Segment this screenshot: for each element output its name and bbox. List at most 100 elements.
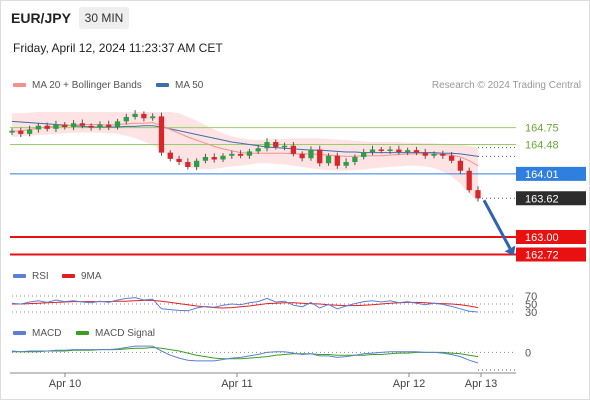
ma20-line xyxy=(11,122,479,167)
legend-rsi-label: RSI xyxy=(32,271,49,282)
candle-body xyxy=(88,125,94,128)
candle-body xyxy=(264,142,270,149)
candle-body xyxy=(132,113,138,117)
candle-body xyxy=(185,162,191,167)
credit-text: Research © 2024 Trading Central xyxy=(431,80,581,91)
legend-ma50-label: MA 50 xyxy=(175,80,204,91)
forecast-arrow-head xyxy=(504,245,516,256)
candle-body xyxy=(369,149,376,152)
level-label-162.72: 162.72 xyxy=(525,250,559,262)
candle-body xyxy=(53,124,59,129)
candle-body xyxy=(79,123,85,126)
candle-body xyxy=(246,151,253,156)
candle-body xyxy=(352,157,358,162)
x-tick-label: Apr 12 xyxy=(393,378,425,390)
candle-body xyxy=(97,124,103,128)
rsi-swatch xyxy=(13,274,26,279)
timeframe-badge[interactable]: 30 MIN xyxy=(79,7,129,29)
candle-body xyxy=(194,160,200,167)
rsi-line xyxy=(11,297,479,313)
symbol-title: EUR/JPY xyxy=(11,10,71,26)
candle-body xyxy=(431,153,437,156)
candle-body xyxy=(457,160,464,171)
candle-body xyxy=(317,149,323,164)
candle-body xyxy=(44,125,50,129)
candle-body xyxy=(290,145,296,154)
legend-ma20-label: MA 20 + Bollinger Bands xyxy=(32,80,142,91)
macd-signal-line xyxy=(12,346,479,360)
macd-swatch xyxy=(13,331,26,336)
candle-body xyxy=(62,124,68,127)
level-badge-163.00 xyxy=(516,230,586,244)
level-label-164.01: 164.01 xyxy=(525,169,559,181)
candle-body xyxy=(299,153,305,159)
rsi-level-label: 70 xyxy=(525,291,537,303)
macd-line xyxy=(11,345,479,364)
candle-body xyxy=(405,150,411,152)
rsi-ma-swatch xyxy=(62,274,75,279)
level-label-163.00: 163.00 xyxy=(525,232,559,244)
candle-body xyxy=(475,190,481,199)
legend-macd: MACD xyxy=(13,328,61,339)
datetime-label: Friday, April 12, 2024 11:23:37 AM CET xyxy=(13,41,223,55)
candle-body xyxy=(466,170,472,191)
forecast-arrow-shaft xyxy=(482,199,512,250)
candle-body xyxy=(361,152,367,157)
x-tick-label: Apr 10 xyxy=(49,378,81,390)
candle-body xyxy=(18,130,24,134)
candle-body xyxy=(211,157,217,160)
x-tick-label: Apr 13 xyxy=(465,378,497,390)
candle-body xyxy=(448,155,455,161)
candle-body xyxy=(114,121,121,127)
candle-body xyxy=(387,149,393,151)
candle-body xyxy=(9,130,15,133)
level-label-164.75: 164.75 xyxy=(525,123,559,135)
legend-macd-signal-label: MACD Signal xyxy=(95,328,156,339)
level-badge-164.01 xyxy=(516,166,586,181)
candle-body xyxy=(440,153,446,156)
candle-body xyxy=(150,116,156,119)
macd-signal-swatch xyxy=(76,331,89,336)
candle-body xyxy=(158,116,165,153)
candle-body xyxy=(237,153,244,156)
candle-body xyxy=(35,125,42,130)
macd-zero-label: 0 xyxy=(525,347,531,359)
candle-body xyxy=(229,153,235,156)
legend-ma20: MA 20 + Bollinger Bands xyxy=(13,80,142,91)
candle-body xyxy=(141,113,147,119)
current-price-label: 163.62 xyxy=(525,193,559,205)
candle-body xyxy=(26,129,33,134)
candle-body xyxy=(343,162,349,166)
candle-body xyxy=(334,155,340,166)
candle-body xyxy=(176,158,182,162)
candle-body xyxy=(255,148,261,152)
legend-macd-signal: MACD Signal xyxy=(76,328,155,339)
legend-ma50: MA 50 xyxy=(156,80,203,91)
candle-body xyxy=(413,150,420,153)
candle-body xyxy=(220,155,226,160)
candle-body xyxy=(422,152,428,156)
candle-body xyxy=(378,149,384,151)
rsi-level-label: 50 xyxy=(525,299,537,311)
candle-body xyxy=(167,152,173,159)
legend-rsi: RSI xyxy=(13,271,49,282)
candle-body xyxy=(202,157,209,161)
candle-body xyxy=(396,149,402,152)
current-price-badge xyxy=(516,191,586,206)
candle-body xyxy=(325,155,332,164)
rsi-level-label: 30 xyxy=(525,307,537,319)
candle-body xyxy=(281,145,288,148)
ma50-swatch xyxy=(156,83,169,88)
x-tick-label: Apr 11 xyxy=(221,378,253,390)
ma20-swatch xyxy=(13,83,26,88)
candle-body xyxy=(123,117,129,122)
legend-macd-label: MACD xyxy=(32,328,62,339)
legend-rsi-ma: 9MA xyxy=(62,271,102,282)
bollinger-band-fill xyxy=(12,112,478,203)
level-badge-162.72 xyxy=(516,247,586,262)
candle-body xyxy=(106,124,112,127)
candle-body xyxy=(70,123,77,127)
level-label-164.48: 164.48 xyxy=(525,140,559,152)
candle-body xyxy=(308,149,314,159)
